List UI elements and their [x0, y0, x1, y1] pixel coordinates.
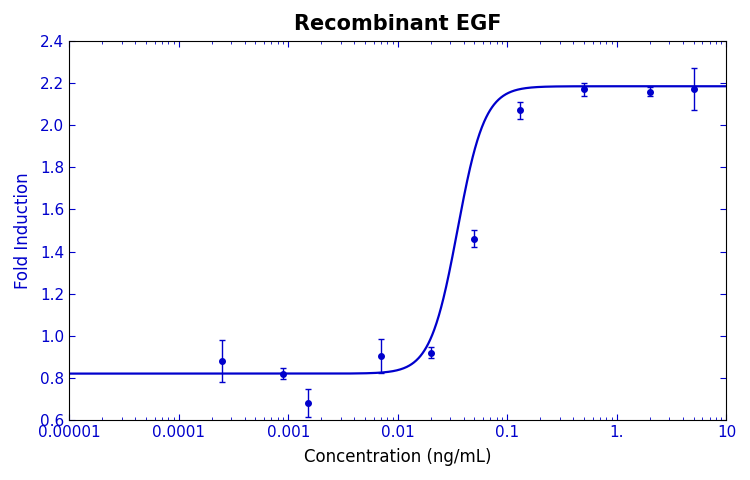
X-axis label: Concentration (ng/mL): Concentration (ng/mL) [304, 448, 492, 466]
Title: Recombinant EGF: Recombinant EGF [294, 14, 502, 34]
Y-axis label: Fold Induction: Fold Induction [14, 172, 32, 289]
